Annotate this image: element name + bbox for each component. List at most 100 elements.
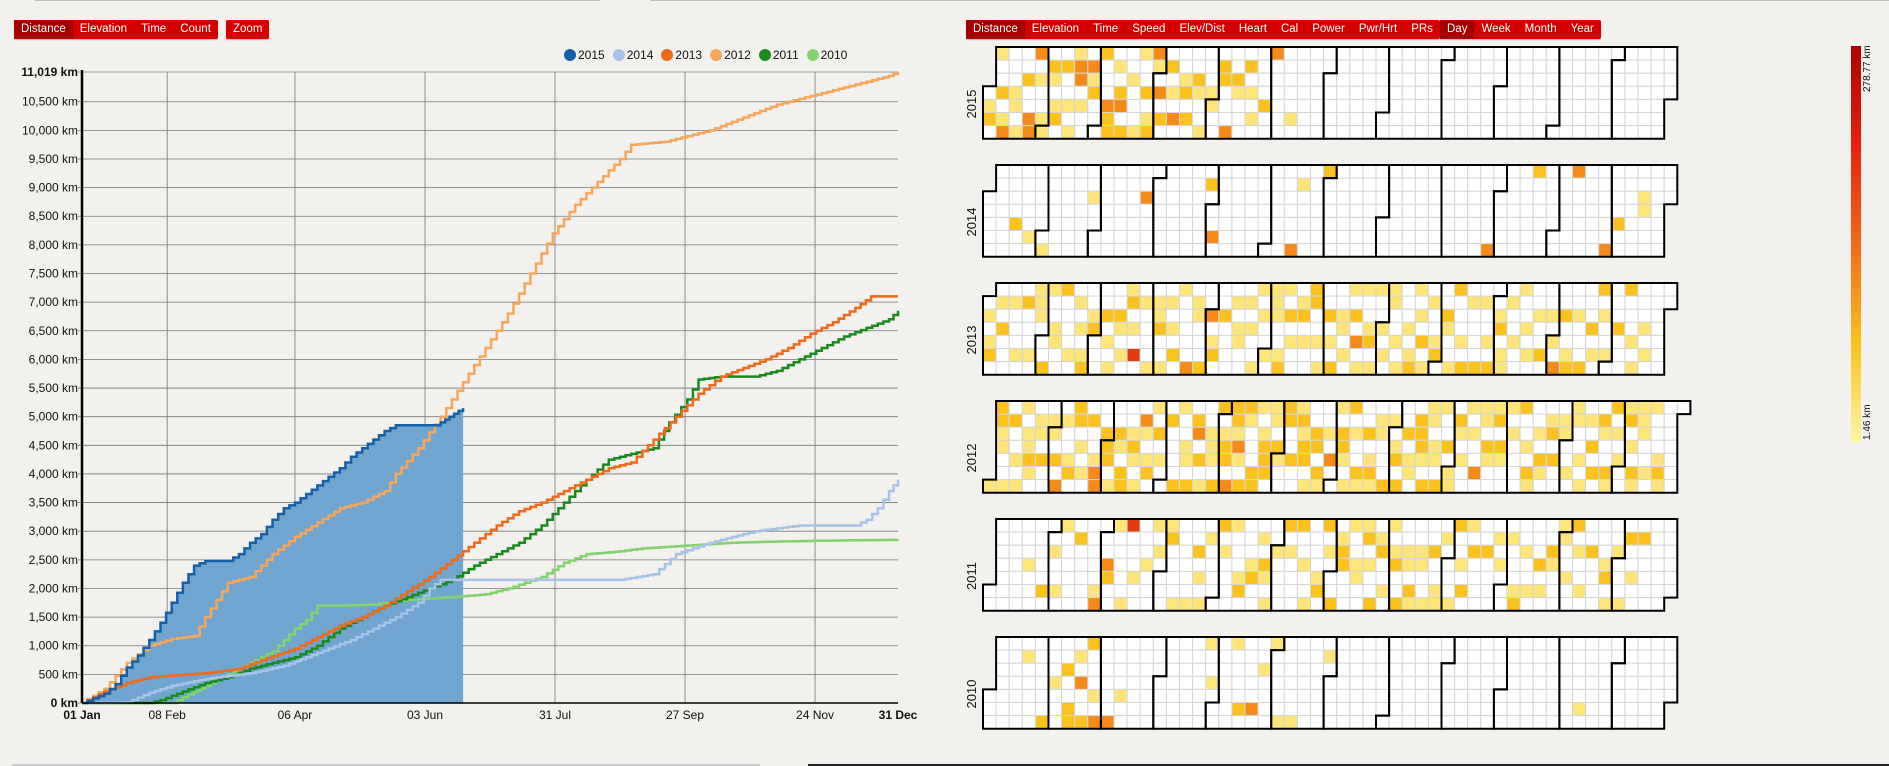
heatmap-day-cell[interactable] <box>1624 177 1639 192</box>
heatmap-day-cell[interactable] <box>1585 308 1600 323</box>
heatmap-day-cell[interactable] <box>1598 321 1613 336</box>
heatmap-day-cell[interactable] <box>1362 230 1377 245</box>
heatmap-day-cell[interactable] <box>1532 675 1547 690</box>
heatmap-day-cell[interactable] <box>1585 282 1600 297</box>
heatmap-day-cell[interactable] <box>1336 164 1351 179</box>
heatmap-day-cell[interactable] <box>1283 164 1298 179</box>
heatmap-day-cell[interactable] <box>1165 85 1180 100</box>
heatmap-day-cell[interactable] <box>1152 321 1167 336</box>
heatmap-day-cell[interactable] <box>1310 85 1325 100</box>
heatmap-day-cell[interactable] <box>1414 282 1429 297</box>
heatmap-day-cell[interactable] <box>1061 282 1076 297</box>
heatmap-day-cell[interactable] <box>1598 649 1613 664</box>
heatmap-day-cell[interactable] <box>1244 308 1259 323</box>
heatmap-day-cell[interactable] <box>1048 688 1063 704</box>
heatmap-day-cell[interactable] <box>1021 282 1036 297</box>
heatmap-day-cell[interactable] <box>1257 112 1272 127</box>
heatmap-day-cell[interactable] <box>1637 98 1652 114</box>
heatmap-day-cell[interactable] <box>995 282 1010 297</box>
heatmap-day-cell[interactable] <box>1152 59 1167 74</box>
heatmap-tab-time[interactable]: Time <box>1093 23 1119 35</box>
heatmap-day-cell[interactable] <box>1165 46 1180 61</box>
heatmap-day-cell[interactable] <box>1493 715 1508 730</box>
heatmap-day-cell[interactable] <box>1192 216 1207 231</box>
heatmap-day-cell[interactable] <box>1441 98 1456 114</box>
heatmap-day-cell[interactable] <box>1401 321 1416 336</box>
heatmap-day-cell[interactable] <box>1113 531 1128 546</box>
heatmap-day-cell[interactable] <box>1205 112 1220 127</box>
heatmap-day-cell[interactable] <box>1205 295 1220 310</box>
heatmap-day-cell[interactable] <box>1192 702 1207 717</box>
heatmap-day-cell[interactable] <box>1362 715 1377 730</box>
heatmap-day-cell[interactable] <box>1021 466 1036 481</box>
heatmap-day-cell[interactable] <box>1061 112 1076 127</box>
heatmap-day-cell[interactable] <box>1336 400 1351 415</box>
heatmap-day-cell[interactable] <box>1401 636 1416 651</box>
heatmap-day-cell[interactable] <box>1165 518 1180 533</box>
heatmap-day-cell[interactable] <box>1480 597 1495 612</box>
heatmap-day-cell[interactable] <box>1493 439 1508 454</box>
heatmap-day-cell[interactable] <box>1244 452 1259 467</box>
heatmap-day-cell[interactable] <box>1650 531 1665 546</box>
heatmap-day-cell[interactable] <box>1650 85 1665 100</box>
heatmap-day-cell[interactable] <box>1532 334 1547 349</box>
heatmap-day-cell[interactable] <box>1519 715 1534 730</box>
heatmap-day-cell[interactable] <box>1467 413 1482 428</box>
heatmap-day-cell[interactable] <box>1048 557 1063 572</box>
heatmap-day-cell[interactable] <box>1611 675 1626 690</box>
heatmap-day-cell[interactable] <box>1257 164 1272 179</box>
heatmap-day-cell[interactable] <box>1296 649 1311 664</box>
heatmap-day-cell[interactable] <box>1401 177 1416 192</box>
heatmap-day-cell[interactable] <box>1519 177 1534 192</box>
heatmap-day-cell[interactable] <box>1126 308 1141 323</box>
heatmap-day-cell[interactable] <box>1598 544 1613 559</box>
heatmap-day-cell[interactable] <box>1139 164 1154 179</box>
heatmap-day-cell[interactable] <box>1192 98 1207 114</box>
heatmap-day-cell[interactable] <box>1113 334 1128 349</box>
heatmap-day-cell[interactable] <box>1008 112 1023 127</box>
heatmap-day-cell[interactable] <box>1087 72 1102 87</box>
heatmap-day-cell[interactable] <box>995 466 1010 481</box>
heatmap-day-cell[interactable] <box>1205 688 1220 704</box>
heatmap-day-cell[interactable] <box>1283 203 1298 218</box>
heatmap-day-cell[interactable] <box>1401 98 1416 114</box>
heatmap-day-cell[interactable] <box>1296 282 1311 297</box>
heatmap-day-cell[interactable] <box>1100 649 1115 664</box>
heatmap-day-cell[interactable] <box>1126 570 1141 586</box>
heatmap-day-cell[interactable] <box>1480 59 1495 74</box>
heatmap-day-cell[interactable] <box>1388 243 1403 258</box>
heatmap-day-cell[interactable] <box>1480 649 1495 664</box>
heatmap-day-cell[interactable] <box>1441 413 1456 428</box>
heatmap-day-cell[interactable] <box>1113 400 1128 415</box>
heatmap-day-cell[interactable] <box>1558 321 1574 336</box>
heatmap-day-cell[interactable] <box>995 230 1010 245</box>
heatmap-day-cell[interactable] <box>1021 177 1036 192</box>
heatmap-day-cell[interactable] <box>1231 125 1246 140</box>
heatmap-day-cell[interactable] <box>1034 112 1050 127</box>
heatmap-day-cell[interactable] <box>1061 557 1076 572</box>
heatmap-day-cell[interactable] <box>1375 59 1390 74</box>
heatmap-day-cell[interactable] <box>1493 282 1508 297</box>
heatmap-day-cell[interactable] <box>1074 203 1089 218</box>
heatmap-day-cell[interactable] <box>1126 98 1141 114</box>
heatmap-day-cell[interactable] <box>1519 46 1534 61</box>
heatmap-day-cell[interactable] <box>1650 400 1665 415</box>
heatmap-day-cell[interactable] <box>1572 662 1587 677</box>
heatmap-day-cell[interactable] <box>1296 413 1311 428</box>
heatmap-day-cell[interactable] <box>1074 584 1089 599</box>
heatmap-day-cell[interactable] <box>1414 584 1429 599</box>
heatmap-day-cell[interactable] <box>1218 295 1233 310</box>
heatmap-day-cell[interactable] <box>995 72 1010 87</box>
heatmap-day-cell[interactable] <box>1493 216 1508 231</box>
heatmap-day-cell[interactable] <box>1087 636 1102 651</box>
heatmap-day-cell[interactable] <box>1034 557 1050 572</box>
heatmap-day-cell[interactable] <box>1572 203 1587 218</box>
heatmap-day-cell[interactable] <box>1244 46 1259 61</box>
heatmap-day-cell[interactable] <box>1480 361 1495 376</box>
heatmap-day-cell[interactable] <box>1545 702 1560 717</box>
heatmap-day-cell[interactable] <box>1598 295 1613 310</box>
heatmap-day-cell[interactable] <box>1650 649 1665 664</box>
heatmap-day-cell[interactable] <box>1598 282 1613 297</box>
heatmap-day-cell[interactable] <box>1152 243 1167 258</box>
heatmap-day-cell[interactable] <box>1493 164 1508 179</box>
